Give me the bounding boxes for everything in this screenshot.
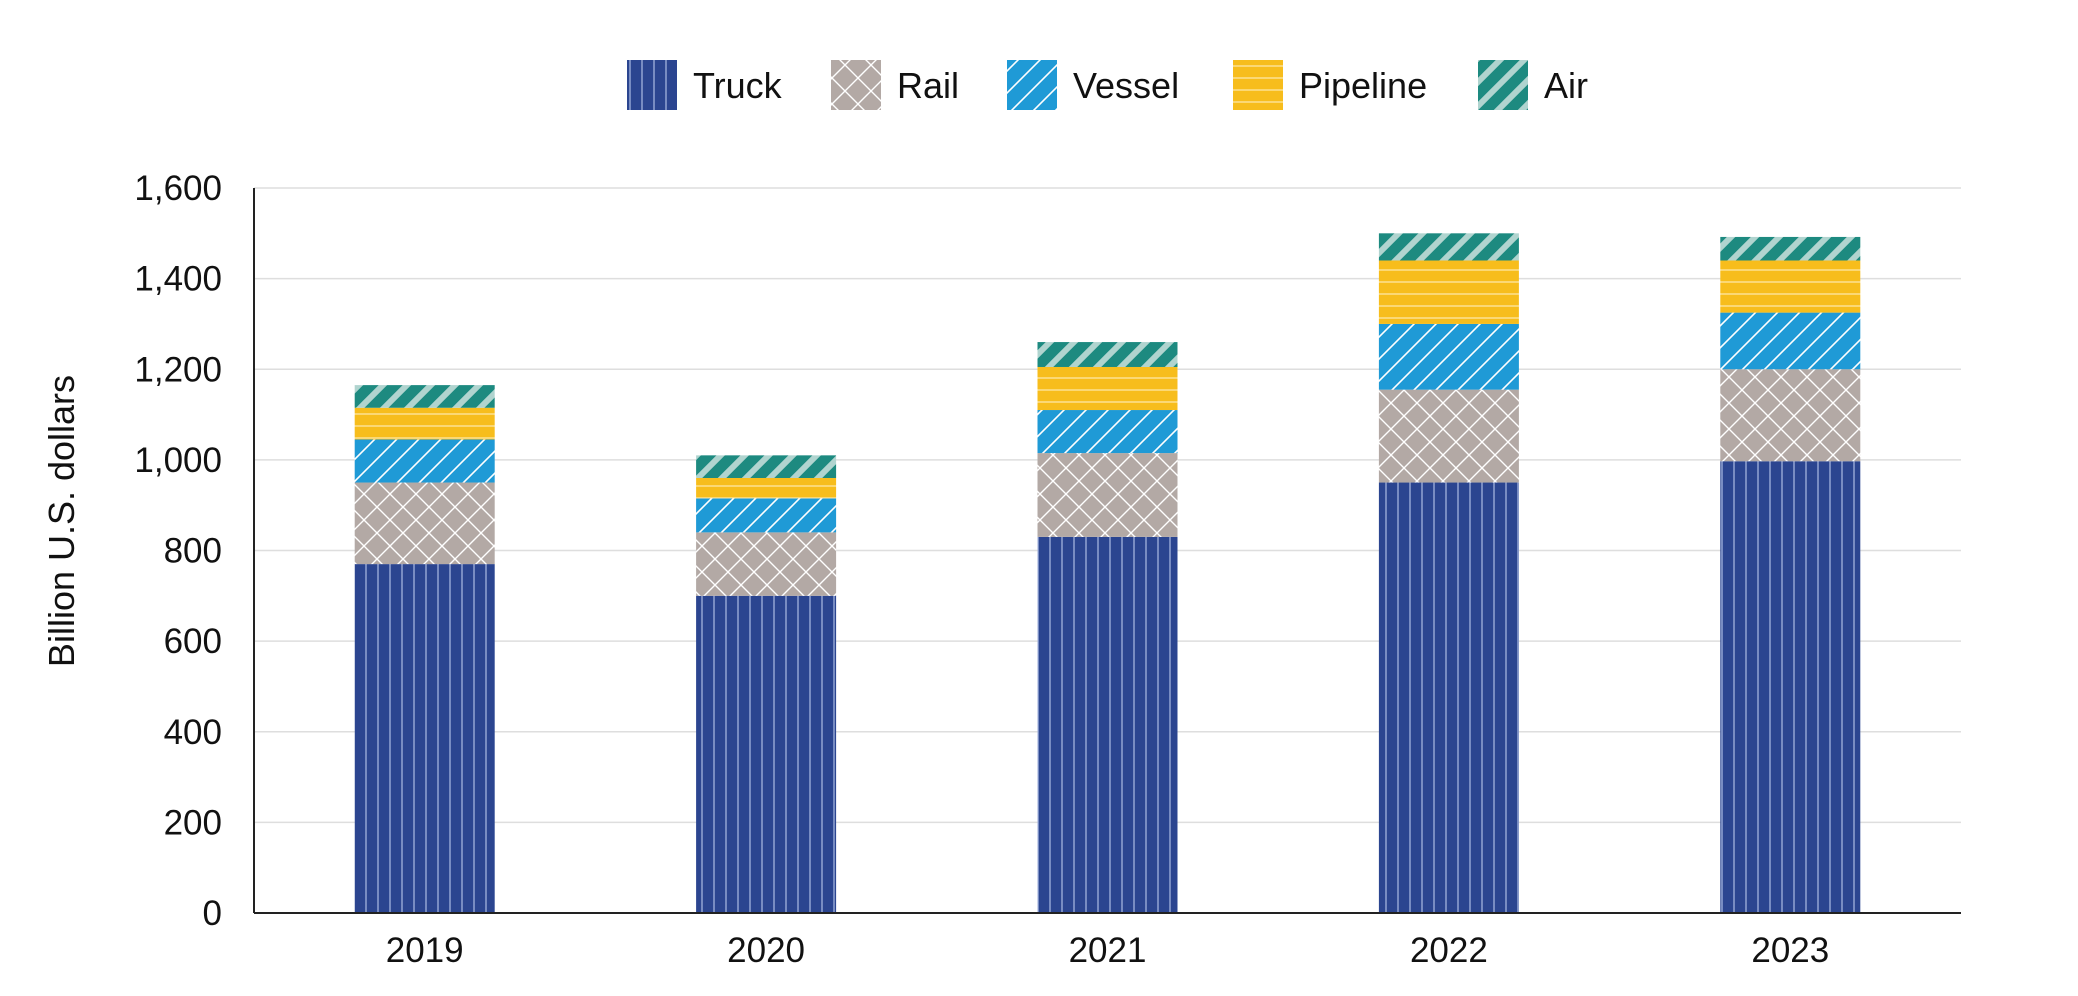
- legend: Truck Rail Vessel Pipeline Air: [627, 60, 1588, 110]
- bar-air-2022: [1378, 233, 1519, 261]
- y-tick-600: 600: [164, 622, 222, 661]
- legend-label-truck: Truck: [693, 65, 783, 106]
- legend-swatch-pipeline: [1233, 60, 1283, 110]
- bar-rail-2021: [1037, 453, 1178, 537]
- legend-swatch-air: [1478, 60, 1528, 110]
- legend-label-vessel: Vessel: [1073, 65, 1179, 106]
- bar-vessel-2019: [354, 439, 495, 483]
- bar-pipeline-2019: [354, 407, 495, 440]
- bar-rail-2022: [1378, 389, 1519, 483]
- bars-group: [354, 233, 1861, 913]
- y-tick-200: 200: [164, 803, 222, 842]
- bar-truck-2023: [1720, 461, 1861, 913]
- y-axis-label: Billion U.S. dollars: [41, 375, 82, 667]
- y-tick-1200: 1,200: [134, 350, 222, 389]
- bar-air-2023: [1720, 236, 1861, 261]
- bar-pipeline-2020: [696, 478, 837, 499]
- y-tick-1000: 1,000: [134, 441, 222, 480]
- legend-swatch-vessel: [1007, 60, 1057, 110]
- bar-truck-2021: [1037, 536, 1178, 913]
- y-tick-800: 800: [164, 532, 222, 571]
- bar-rail-2020: [696, 532, 837, 596]
- axes-group: [253, 188, 1961, 914]
- bar-pipeline-2023: [1720, 260, 1861, 313]
- bar-truck-2020: [696, 595, 837, 913]
- bar-pipeline-2021: [1037, 366, 1178, 411]
- bar-air-2019: [354, 385, 495, 408]
- legend-swatch-truck: [627, 60, 677, 110]
- x-tick-2019: 2019: [386, 931, 464, 970]
- y-tick-400: 400: [164, 713, 222, 752]
- bar-air-2021: [1037, 342, 1178, 367]
- y-tick-labels: 0 200 400 600 800 1,000 1,200 1,400 1,600: [134, 169, 222, 933]
- y-tick-1400: 1,400: [134, 260, 222, 299]
- bar-rail-2019: [354, 482, 495, 565]
- x-tick-labels: 2019 2020 2021 2022 2023: [386, 931, 1829, 970]
- x-tick-2022: 2022: [1410, 931, 1488, 970]
- x-tick-2020: 2020: [727, 931, 805, 970]
- y-tick-0: 0: [203, 894, 222, 933]
- x-tick-2021: 2021: [1069, 931, 1147, 970]
- bar-truck-2022: [1378, 482, 1519, 913]
- legend-label-rail: Rail: [897, 65, 959, 106]
- bar-vessel-2023: [1720, 312, 1861, 370]
- bar-vessel-2020: [696, 498, 837, 533]
- x-tick-2023: 2023: [1751, 931, 1829, 970]
- y-tick-1600: 1,600: [134, 169, 222, 208]
- legend-swatch-rail: [831, 60, 881, 110]
- bar-vessel-2022: [1378, 323, 1519, 390]
- bar-vessel-2021: [1037, 410, 1178, 454]
- bar-truck-2019: [354, 564, 495, 913]
- bar-air-2020: [696, 455, 837, 478]
- bar-pipeline-2022: [1378, 260, 1519, 324]
- legend-label-air: Air: [1544, 65, 1588, 106]
- legend-label-pipeline: Pipeline: [1299, 65, 1427, 106]
- bar-rail-2023: [1720, 369, 1861, 462]
